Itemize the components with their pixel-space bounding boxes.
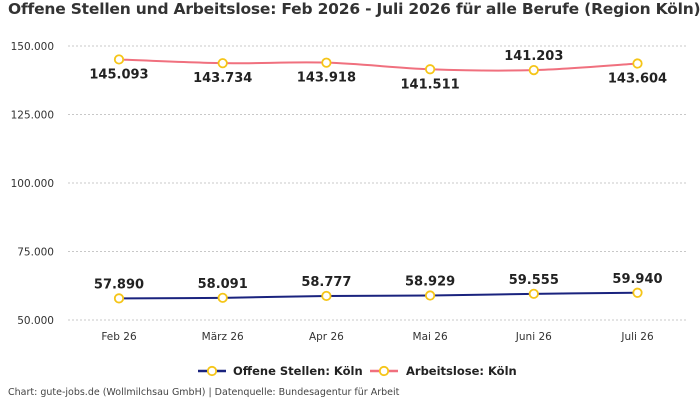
data-label: 141.511 [400, 77, 459, 92]
data-point [632, 287, 643, 298]
series-line [118, 291, 638, 300]
legend-marker [378, 365, 390, 377]
data-label: 143.604 [608, 72, 667, 87]
data-label: 145.093 [89, 67, 148, 82]
data-label: 58.091 [198, 277, 248, 292]
data-point [217, 58, 228, 69]
series-arbeitslose: 145.093 143.734 143.918 141.511 141.203 143.6… [89, 49, 667, 92]
data-point [424, 290, 436, 301]
y-axis-ticks: 50.000 75.000 100.000 125.000 150.000 [11, 41, 54, 327]
data-point [424, 64, 436, 75]
grid-lines [68, 45, 688, 321]
x-tick-label: Juli 26 [620, 331, 654, 343]
data-label: 59.555 [509, 273, 559, 288]
data-point [113, 54, 125, 65]
data-label: 141.203 [504, 49, 563, 64]
x-tick-label: Mai 26 [413, 331, 448, 343]
y-tick-label: 100.000 [11, 178, 54, 190]
data-label: 59.940 [612, 272, 662, 287]
legend-item: Offene Stellen: Köln [198, 364, 363, 378]
x-tick-label: März 26 [202, 331, 244, 343]
y-tick-label: 150.000 [11, 41, 54, 53]
legend-marker [206, 365, 218, 377]
x-tick-label: Feb 26 [101, 331, 137, 343]
data-label: 57.890 [94, 277, 144, 292]
chart-title: Offene Stellen und Arbeitslose: Feb 2026… [8, 0, 700, 18]
data-label: 58.777 [301, 275, 351, 290]
data-label: 143.734 [193, 71, 252, 86]
data-label: 143.918 [297, 71, 356, 86]
x-tick-label: Apr 26 [309, 331, 344, 343]
data-point [528, 288, 539, 299]
data-point [528, 65, 539, 76]
data-point [632, 58, 643, 69]
series-group: 57.890 58.091 58.777 58.929 59.555 59.940 145.… [89, 49, 667, 304]
data-point [113, 293, 125, 304]
x-tick-label: Juni 26 [515, 331, 552, 343]
y-tick-label: 50.000 [17, 315, 54, 327]
data-label: 58.929 [405, 275, 455, 290]
legend: Offene Stellen: Köln Arbeitslose: Köln [198, 364, 517, 378]
data-point [321, 290, 332, 302]
x-axis-ticks: Feb 26 März 26 Apr 26 Mai 26 Juni 26 Juli 26 [101, 331, 654, 343]
legend-item: Arbeitslose: Köln [370, 364, 517, 378]
y-tick-label: 125.000 [11, 110, 54, 122]
y-tick-label: 75.000 [17, 247, 54, 259]
chart-footer: Chart: gute-jobs.de (Wollmilchsau GmbH) … [8, 387, 400, 398]
data-point [217, 292, 228, 303]
series-line [118, 58, 638, 72]
legend-label: Arbeitslose: Köln [406, 364, 517, 378]
data-point [321, 57, 332, 68]
legend-label: Offene Stellen: Köln [233, 364, 363, 378]
series-offene-stellen: 57.890 58.091 58.777 58.929 59.555 59.940 [94, 272, 663, 304]
